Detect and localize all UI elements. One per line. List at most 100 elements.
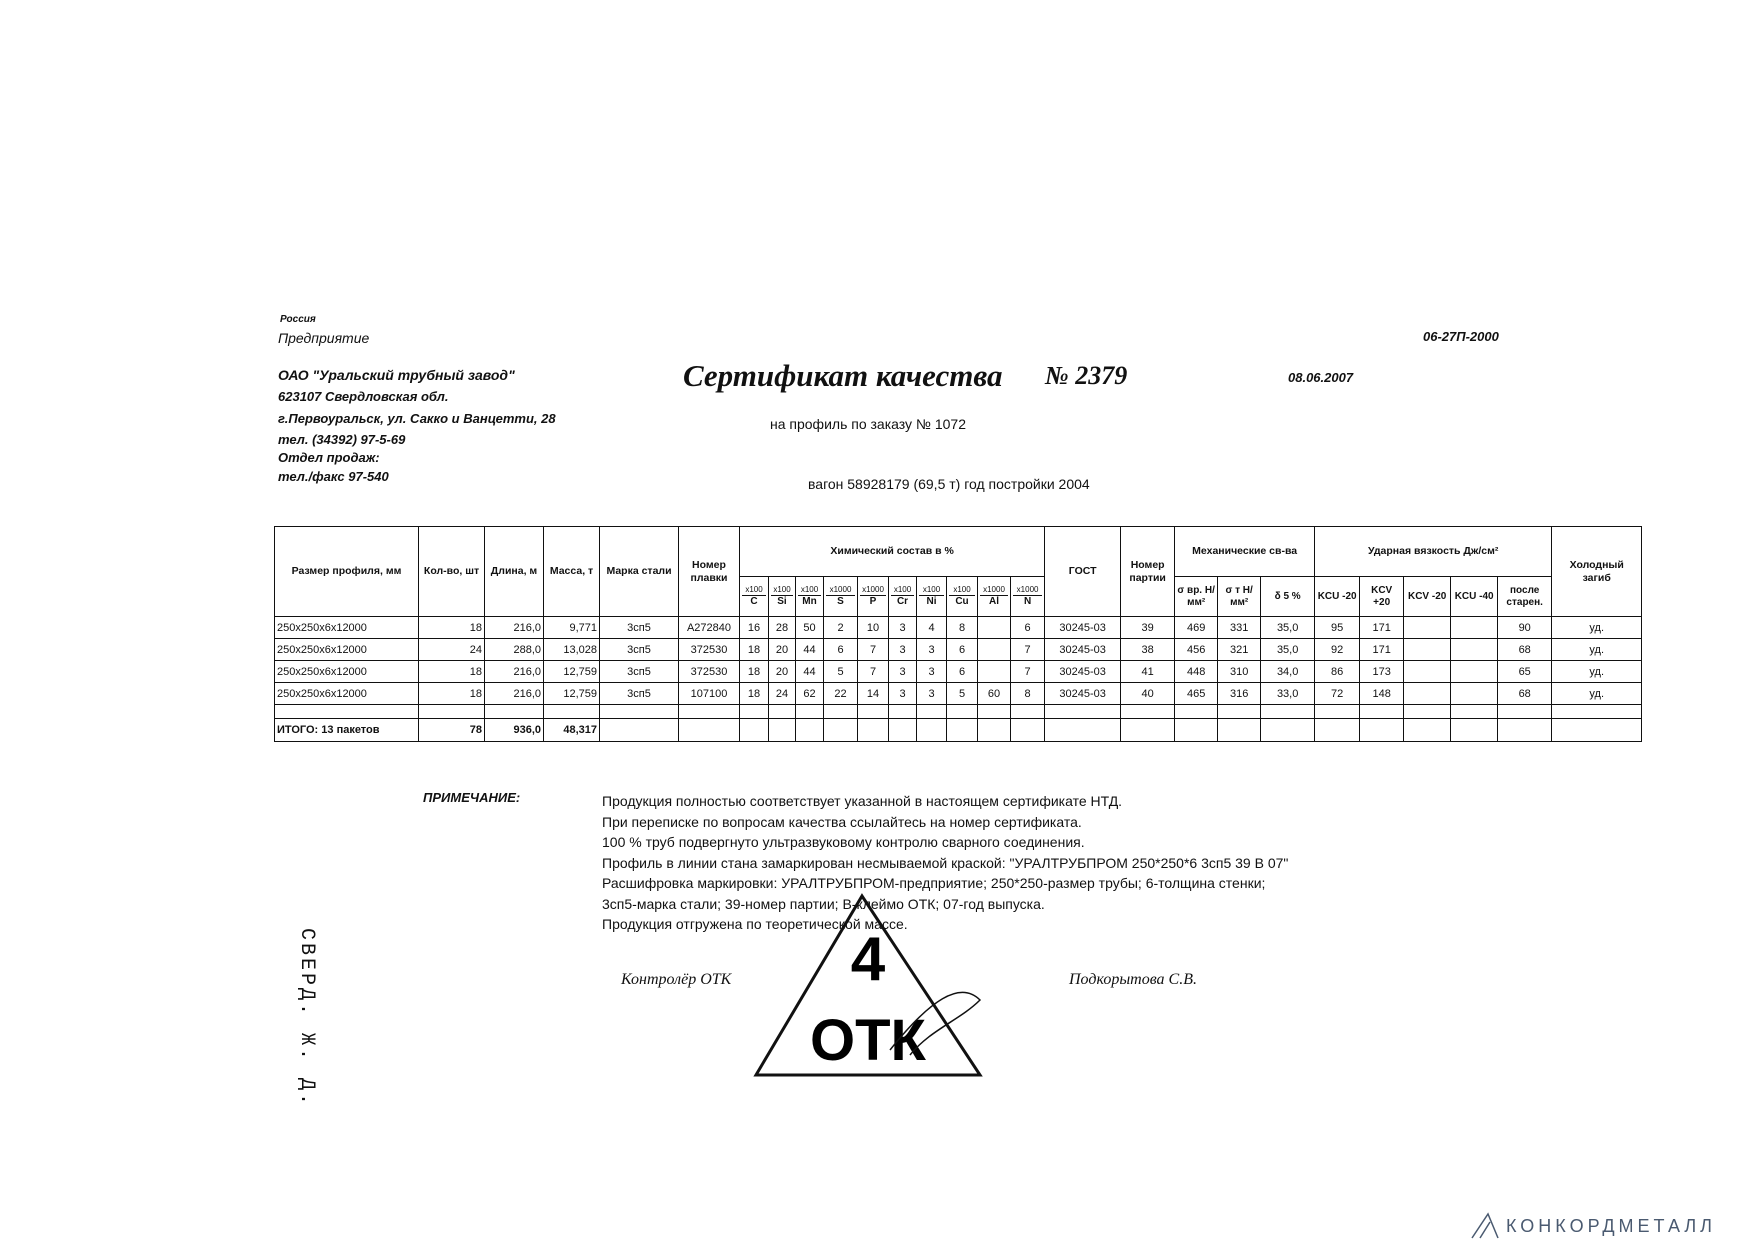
notes-label: ПРИМЕЧАНИЕ: bbox=[423, 790, 521, 805]
total-cell bbox=[1403, 718, 1452, 742]
total-cell bbox=[857, 718, 889, 742]
table-cell: 7 bbox=[857, 660, 889, 683]
table-cell: 465 bbox=[1174, 682, 1219, 705]
table-cell: 68 bbox=[1497, 682, 1553, 705]
subheader-cell: KCV -20 bbox=[1403, 576, 1452, 617]
table-cell: 7 bbox=[1009, 660, 1046, 683]
table-cell bbox=[484, 704, 544, 719]
table-cell: 44 bbox=[795, 660, 824, 683]
table-cell: 3сп5 bbox=[599, 616, 679, 639]
table-cell: А272840 bbox=[678, 616, 740, 639]
table-cell: 5 bbox=[823, 660, 858, 683]
table-cell: 331 bbox=[1217, 616, 1262, 639]
table-cell bbox=[1403, 638, 1452, 661]
table-cell: 250x250x6x12000 bbox=[274, 638, 419, 661]
table-cell: 3 bbox=[888, 638, 917, 661]
subheader-cell: x1000 S bbox=[823, 576, 858, 617]
signature-name: Подкорытова С.В. bbox=[1069, 971, 1197, 988]
table-cell bbox=[888, 704, 917, 719]
table-cell bbox=[795, 704, 824, 719]
table-cell: 107100 bbox=[678, 682, 740, 705]
spacer-row bbox=[274, 704, 1643, 719]
wagon: вагон 58928179 (69,5 т) год постройки 20… bbox=[808, 476, 1090, 492]
table-cell: 34,0 bbox=[1260, 660, 1316, 683]
table-cell: 5 bbox=[946, 682, 978, 705]
note-line: Профиль в линии стана замаркирован несмы… bbox=[602, 854, 1289, 871]
total-cell bbox=[823, 718, 858, 742]
header-cell: Холодный загиб bbox=[1551, 526, 1643, 617]
table-cell bbox=[1359, 704, 1405, 719]
header-cell: Химический состав в % bbox=[738, 526, 1046, 577]
factor: x100 bbox=[742, 585, 766, 596]
phone: тел. (34392) 97-5-69 bbox=[278, 432, 406, 447]
table-cell: 18 bbox=[418, 682, 485, 705]
subheader-label: σ вр. Н/мм² bbox=[1177, 584, 1215, 608]
table-cell: 41 bbox=[1120, 660, 1176, 683]
data-row: 250x250x6x12000 24 288,0 13,028 3сп5 372530 18… bbox=[274, 638, 1643, 661]
table-cell: 72 bbox=[1314, 682, 1361, 705]
factor: x100 bbox=[771, 585, 793, 596]
table-cell: 3 bbox=[916, 682, 947, 705]
table-cell: 321 bbox=[1217, 638, 1262, 661]
total-cell bbox=[678, 718, 740, 742]
table-cell: уд. bbox=[1551, 638, 1643, 661]
table-cell: уд. bbox=[1551, 660, 1643, 683]
total-cell bbox=[916, 718, 947, 742]
subheader-cell: KCU -40 bbox=[1450, 576, 1499, 617]
signature-stroke bbox=[889, 991, 982, 1056]
table-cell bbox=[1450, 616, 1499, 639]
table-cell: 12,759 bbox=[543, 660, 600, 683]
header-cell: Номер партии bbox=[1120, 526, 1176, 617]
table-cell: 40 bbox=[1120, 682, 1176, 705]
table-cell bbox=[1217, 704, 1262, 719]
table-cell: 310 bbox=[1217, 660, 1262, 683]
signature-role: Контролёр ОТК bbox=[621, 971, 732, 988]
subheader-cell: x100 Cu bbox=[946, 576, 978, 617]
table-cell: 372530 bbox=[678, 660, 740, 683]
otk-stamp: 4 ОТК bbox=[753, 893, 983, 1077]
table-cell: 20 bbox=[768, 638, 796, 661]
subheader-label: Mn bbox=[802, 595, 817, 607]
table-cell: 20 bbox=[768, 660, 796, 683]
table-cell: 7 bbox=[857, 638, 889, 661]
table-cell bbox=[1403, 660, 1452, 683]
table-cell: 216,0 bbox=[484, 616, 544, 639]
table-cell: 3 bbox=[888, 616, 917, 639]
table-cell bbox=[418, 704, 485, 719]
table-cell: 24 bbox=[418, 638, 485, 661]
table-cell: 50 bbox=[795, 616, 824, 639]
total-cell bbox=[1120, 718, 1176, 742]
subheader-cell: x100 Ni bbox=[916, 576, 947, 617]
total-cell bbox=[768, 718, 796, 742]
subheader-label: σ т Н/мм² bbox=[1225, 584, 1253, 608]
address: г.Первоуральск, ул. Сакко и Ванцетти, 28 bbox=[278, 411, 556, 426]
form-code: 06-27П-2000 bbox=[1423, 329, 1499, 344]
table-cell: 30245-03 bbox=[1044, 682, 1122, 705]
total-cell: 78 bbox=[418, 718, 485, 742]
total-cell bbox=[1044, 718, 1122, 742]
total-cell bbox=[977, 718, 1011, 742]
table-cell: 35,0 bbox=[1260, 616, 1316, 639]
table-cell bbox=[977, 616, 1011, 639]
total-cell: 48,317 bbox=[543, 718, 600, 742]
header-cell: Марка стали bbox=[599, 526, 679, 617]
table-cell bbox=[1044, 704, 1122, 719]
factor: x100 bbox=[798, 585, 821, 596]
table-cell: 250x250x6x12000 bbox=[274, 616, 419, 639]
table-cell bbox=[1497, 704, 1553, 719]
table-cell: 44 bbox=[795, 638, 824, 661]
table-cell: 65 bbox=[1497, 660, 1553, 683]
table-cell: 18 bbox=[739, 638, 769, 661]
table-cell: 60 bbox=[977, 682, 1011, 705]
table-cell bbox=[1260, 704, 1316, 719]
subheader-cell: KCV +20 bbox=[1359, 576, 1405, 617]
table-cell: 62 bbox=[795, 682, 824, 705]
note-line: 3сп5-марка стали; 39-номер партии; В-кле… bbox=[602, 895, 1045, 912]
table-cell: 171 bbox=[1359, 638, 1405, 661]
note-line: 100 % труб подвергнуто ультразвуковому к… bbox=[602, 834, 1085, 850]
table-cell: 173 bbox=[1359, 660, 1405, 683]
subheader-label: KCV -20 bbox=[1407, 590, 1447, 602]
table-cell bbox=[1314, 704, 1361, 719]
table-cell: 18 bbox=[418, 660, 485, 683]
